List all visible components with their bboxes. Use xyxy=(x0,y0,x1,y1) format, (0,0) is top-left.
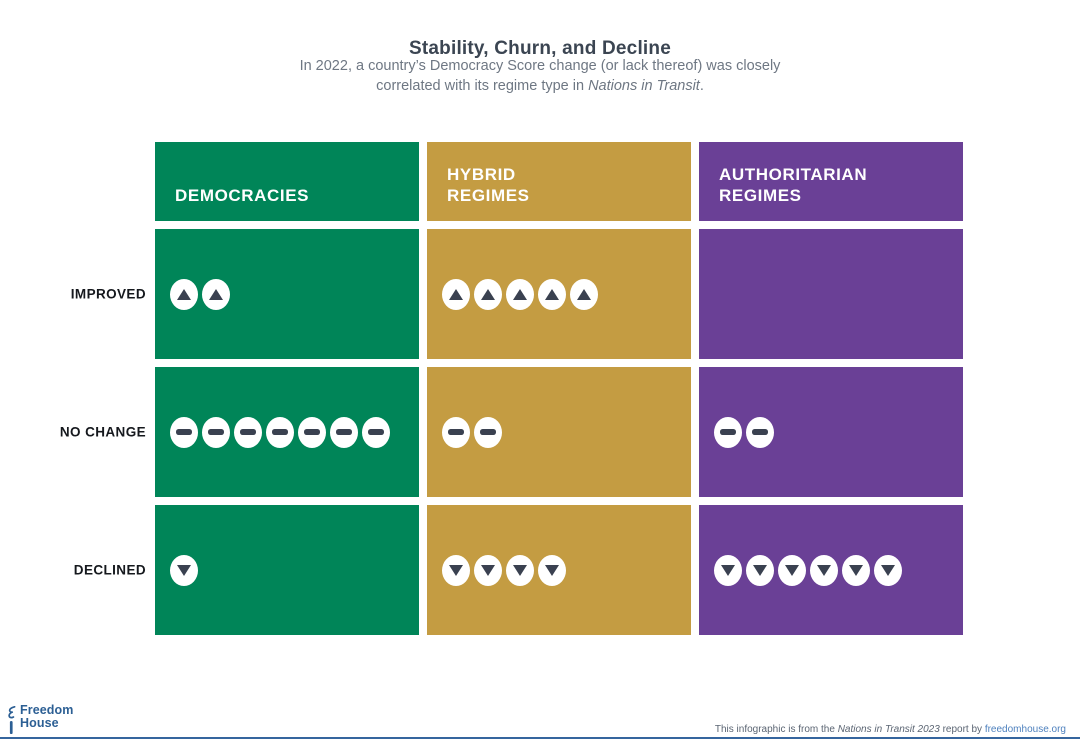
down-arrow-icon xyxy=(442,554,470,586)
down-arrow-icon xyxy=(506,554,534,586)
minus-icon xyxy=(714,416,742,448)
column-header-democracies: DEMOCRACIES xyxy=(155,142,419,221)
up-arrow-icon xyxy=(506,278,534,310)
column-header-hybrid-line1: HYBRID xyxy=(447,165,516,184)
bottom-accent-bar xyxy=(0,737,1080,739)
minus-icon xyxy=(266,416,294,448)
up-arrow-icon xyxy=(170,278,198,310)
minus-icon xyxy=(202,416,230,448)
column-header-authoritarian-line1: AUTHORITARIAN xyxy=(719,165,868,184)
cell-declined-democracies xyxy=(155,505,419,635)
logo-line1: Freedom xyxy=(20,703,74,717)
cell-declined-authoritarian-regimes xyxy=(699,505,963,635)
row-label-no-change: NO CHANGE xyxy=(59,424,146,440)
subtitle-line2-text: correlated with its regime type in xyxy=(376,78,589,94)
column-header-authoritarian-regimes: AUTHORITARIAN REGIMES xyxy=(699,142,963,221)
regime-matrix: DEMOCRACIES HYBRID REGIMES AUTHORITARIAN… xyxy=(155,142,963,635)
down-arrow-icon xyxy=(170,554,198,586)
cell-improved-hybrid-regimes xyxy=(427,229,691,359)
minus-icon xyxy=(170,416,198,448)
row-label-declined: DECLINED xyxy=(73,562,146,578)
down-arrow-icon xyxy=(874,554,902,586)
minus-icon xyxy=(474,416,502,448)
up-arrow-icon xyxy=(442,278,470,310)
down-arrow-icon xyxy=(746,554,774,586)
down-arrow-icon xyxy=(538,554,566,586)
column-header-hybrid-regimes: HYBRID REGIMES xyxy=(427,142,691,221)
down-arrow-icon xyxy=(714,554,742,586)
column-header-democracies-line1: DEMOCRACIES xyxy=(175,186,310,205)
up-arrow-icon xyxy=(202,278,230,310)
logo-text: Freedom House xyxy=(20,704,74,730)
down-arrow-icon xyxy=(778,554,806,586)
minus-icon xyxy=(362,416,390,448)
column-header-hybrid-line2: REGIMES xyxy=(447,186,530,205)
attribution-mid: report by xyxy=(939,724,985,735)
cell-declined-hybrid-regimes xyxy=(427,505,691,635)
subtitle-report-name: Nations in Transit xyxy=(588,78,700,94)
up-arrow-icon xyxy=(474,278,502,310)
cell-improved-authoritarian-regimes xyxy=(699,229,963,359)
down-arrow-icon xyxy=(842,554,870,586)
up-arrow-icon xyxy=(570,278,598,310)
minus-icon xyxy=(330,416,358,448)
attribution-report-name: Nations in Transit 2023 xyxy=(837,724,940,735)
page-title: Stability, Churn, and Decline xyxy=(409,37,671,59)
freedomhouse-link[interactable]: freedomhouse.org xyxy=(984,724,1066,735)
cell-improved-democracies xyxy=(155,229,419,359)
minus-icon xyxy=(234,416,262,448)
minus-icon xyxy=(298,416,326,448)
down-arrow-icon xyxy=(474,554,502,586)
subtitle-line2: correlated with its regime type in Natio… xyxy=(376,78,704,94)
torch-icon xyxy=(6,705,17,739)
attribution-text: This infographic is from the xyxy=(714,724,838,735)
cell-no-change-authoritarian-regimes xyxy=(699,367,963,497)
subtitle-line1: In 2022, a country’s Democracy Score cha… xyxy=(299,58,781,74)
logo-line2: House xyxy=(20,716,59,730)
cell-no-change-hybrid-regimes xyxy=(427,367,691,497)
up-arrow-icon xyxy=(538,278,566,310)
down-arrow-icon xyxy=(810,554,838,586)
subtitle: In 2022, a country’s Democracy Score cha… xyxy=(0,56,1080,96)
column-header-authoritarian-line2: REGIMES xyxy=(719,186,802,205)
minus-icon xyxy=(442,416,470,448)
minus-icon xyxy=(746,416,774,448)
freedom-house-logo: Freedom House xyxy=(6,704,74,739)
row-label-improved: IMPROVED xyxy=(70,286,146,302)
attribution: This infographic is from the Nations in … xyxy=(715,724,1066,735)
cell-no-change-democracies xyxy=(155,367,419,497)
subtitle-line2-period: . xyxy=(699,78,704,94)
